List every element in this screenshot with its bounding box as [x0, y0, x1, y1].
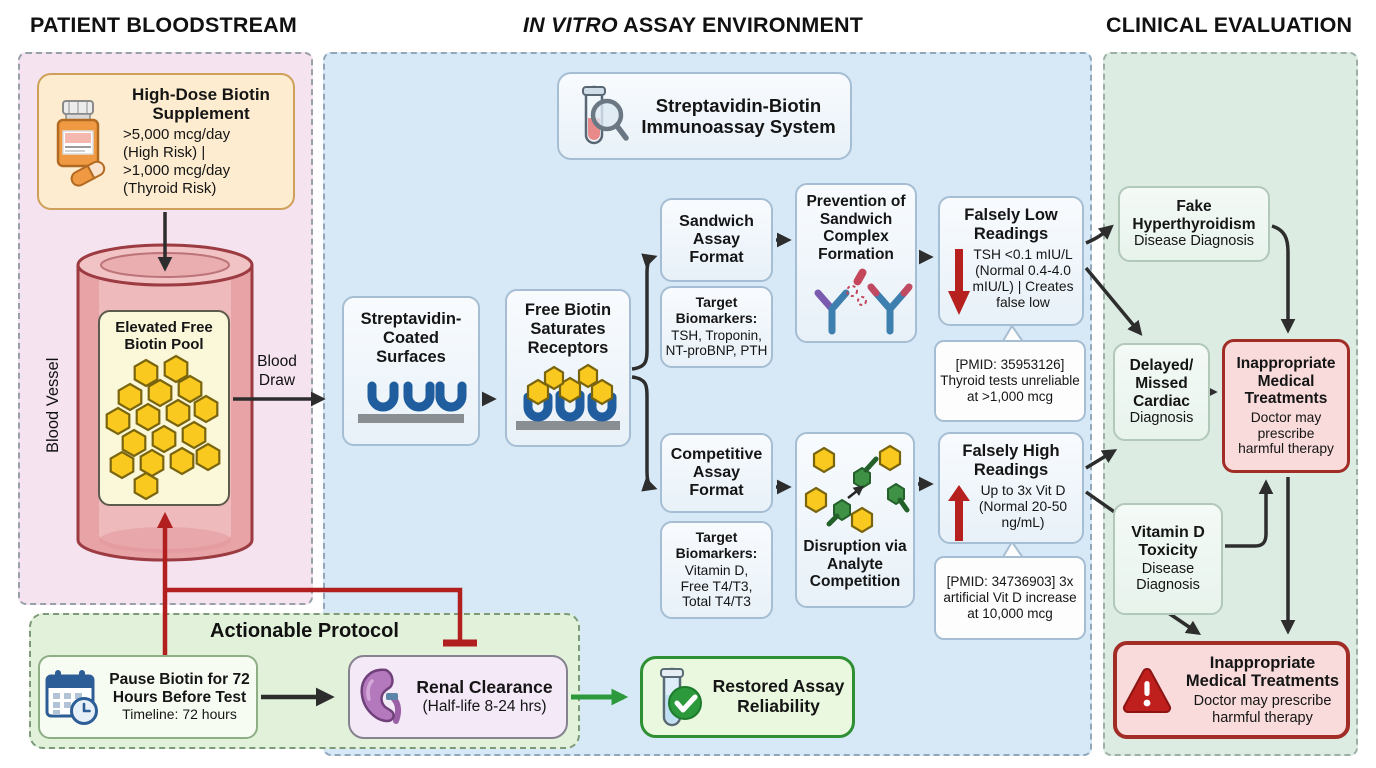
sandwich-biomarkers-box: Target Biomarkers: TSH, Troponin, NT-pro… [660, 286, 773, 368]
delayed-cardiac-sub: Diagnosis [1129, 410, 1194, 427]
immunoassay-system-title: Streptavidin-Biotin Immunoassay System [641, 94, 836, 137]
renal-clearance-sub: (Half-life 8-24 hrs) [422, 698, 547, 716]
falsely-high-detail: Up to 3x Vit D (Normal 20-50 ng/mL) [978, 482, 1068, 531]
streptavidin-coated-title: Streptavidin-Coated Surfaces [360, 310, 462, 366]
fake-hyperthyroidism-sub: Disease Diagnosis [1133, 233, 1255, 250]
competitive-biomarkers-list: Vitamin D, Free T4/T3, Total T4/T3 [680, 562, 753, 610]
red-up-arrow-icon [948, 484, 970, 541]
vitamin-d-toxicity-sub: Disease Diagnosis [1136, 560, 1200, 594]
pill-bottle-icon [56, 99, 106, 187]
disruption-analyte-box: Disruption via Analyte Competition [795, 432, 915, 608]
supplement-dose-line: (Thyroid Risk) [123, 180, 217, 198]
inappropriate-treatments-bottom-sub: Doctor may prescribe harmful therapy [1193, 693, 1332, 726]
section-title-in-vitro: IN VITRO ASSAY ENVIRONMENT [523, 13, 863, 38]
sandwich-assay-box: Sandwich Assay Format [660, 198, 773, 282]
fake-hyperthyroidism-title: Fake Hyperthyroidism [1132, 198, 1256, 233]
supplement-dose-line: >1,000 mcg/day [123, 162, 231, 180]
red-down-arrow-icon [948, 248, 970, 315]
falsely-high-readings-box: Falsely High Readings Up to 3x Vit D (No… [938, 432, 1084, 544]
sandwich-assay-title: Sandwich Assay Format [679, 212, 754, 267]
immunoassay-system-box: Streptavidin-Biotin Immunoassay System [557, 72, 852, 160]
free-biotin-saturates-box: Free Biotin Saturates Receptors [505, 289, 631, 447]
competitive-assay-box: Competitive Assay Format [660, 433, 773, 513]
supplement-dose-line: (High Risk) | [123, 144, 206, 162]
pmid-low-text: [PMID: 35953126] Thyroid tests unreliabl… [940, 356, 1080, 405]
assay-environment-text: ASSAY ENVIRONMENT [617, 13, 864, 37]
vitamin-d-toxicity-box: Vitamin D Toxicity Disease Diagnosis [1113, 503, 1223, 615]
inappropriate-treatments-bottom-title: Inappropriate Medical Treatments [1185, 653, 1340, 691]
pause-biotin-sub: Timeline: 72 hours [122, 706, 237, 723]
pmid-high-callout: [PMID: 34736903] 3x artificial Vit D inc… [934, 556, 1086, 640]
red-feedback-path [156, 511, 477, 655]
competitive-biomarkers-box: Target Biomarkers: Vitamin D, Free T4/T3… [660, 521, 773, 619]
sandwich-biomarkers-list: TSH, Troponin, NT-proBNP, PTH [665, 328, 768, 359]
actionable-protocol-title: Actionable Protocol [210, 620, 399, 642]
test-tube-magnifier-icon [581, 85, 629, 145]
prevention-sandwich-box: Prevention of Sandwich Complex Formation [795, 183, 917, 343]
vitamin-d-toxicity-title: Vitamin D Toxicity [1131, 524, 1205, 560]
test-tube-check-icon [659, 667, 702, 727]
free-biotin-saturates-title: Free Biotin Saturates Receptors [524, 301, 612, 357]
delayed-cardiac-title: Delayed/ Missed Cardiac [1129, 357, 1194, 410]
disruption-analyte-title: Disruption via Analyte Competition [803, 538, 907, 591]
pmid-low-callout: [PMID: 35953126] Thyroid tests unreliabl… [934, 340, 1086, 422]
pause-biotin-title: Pause Biotin for 72 Hours Before Test [109, 670, 250, 706]
section-title-patient-bloodstream: PATIENT BLOODSTREAM [30, 13, 297, 37]
antibody-icon [814, 268, 913, 335]
delayed-cardiac-box: Delayed/ Missed Cardiac Diagnosis [1113, 343, 1210, 441]
falsely-low-title: Falsely Low Readings [964, 206, 1058, 243]
competitive-assay-title: Competitive Assay Format [670, 445, 763, 500]
pmid-high-text: [PMID: 34736903] 3x artificial Vit D inc… [943, 573, 1077, 622]
high-dose-biotin-supplement-box: High-Dose Biotin Supplement >5,000 mcg/d… [37, 73, 295, 210]
renal-clearance-title: Renal Clearance [416, 677, 553, 698]
falsely-high-title: Falsely High Readings [962, 442, 1060, 479]
biotin-hexagon-icon [105, 355, 221, 501]
prevention-sandwich-title: Prevention of Sandwich Complex Formation [806, 193, 906, 263]
falsely-low-detail: TSH <0.1 mIU/L (Normal 0.4-4.0 mIU/L) | … [972, 246, 1074, 311]
inappropriate-treatments-top-box: Inappropriate Medical Treatments Doctor … [1222, 339, 1350, 473]
sandwich-biomarkers-label: Target Biomarkers: [675, 294, 758, 327]
streptavidin-coated-box: Streptavidin-Coated Surfaces [342, 296, 480, 446]
restored-reliability-title: Restored Assay Reliability [712, 676, 845, 716]
blood-vessel-label: Blood Vessel [44, 357, 62, 453]
analyte-competition-icon [804, 444, 910, 534]
blood-draw-label: Blood Draw [257, 353, 297, 390]
pause-biotin-box: Pause Biotin for 72 Hours Before Test Ti… [38, 655, 258, 739]
calendar-clock-icon [45, 670, 98, 725]
biotin-pool-title: Elevated Free Biotin Pool [115, 319, 213, 354]
section-title-clinical-evaluation: CLINICAL EVALUATION [1106, 13, 1353, 37]
inappropriate-treatments-bottom-box: Inappropriate Medical Treatments Doctor … [1113, 641, 1350, 739]
streptavidin-receptor-icon [358, 381, 467, 424]
saturated-receptor-icon [516, 364, 620, 431]
warning-triangle-icon [1122, 667, 1171, 714]
supplement-dose-line: >5,000 mcg/day [123, 126, 231, 144]
falsely-low-readings-box: Falsely Low Readings TSH <0.1 mIU/L (Nor… [938, 196, 1084, 326]
inappropriate-treatments-top-title: Inappropriate Medical Treatments [1236, 354, 1336, 408]
supplement-title: High-Dose Biotin Supplement [132, 84, 270, 123]
inappropriate-treatments-top-sub: Doctor may prescribe harmful therapy [1238, 409, 1334, 457]
renal-clearance-box: Renal Clearance (Half-life 8-24 hrs) [348, 655, 568, 739]
competitive-biomarkers-label: Target Biomarkers: [675, 528, 758, 561]
kidney-icon [360, 668, 401, 724]
restored-reliability-box: Restored Assay Reliability [640, 656, 855, 738]
fake-hyperthyroidism-box: Fake Hyperthyroidism Disease Diagnosis [1118, 186, 1270, 262]
elevated-biotin-pool-box: Elevated Free Biotin Pool [98, 310, 230, 506]
in-vitro-italic: IN VITRO [523, 13, 618, 37]
